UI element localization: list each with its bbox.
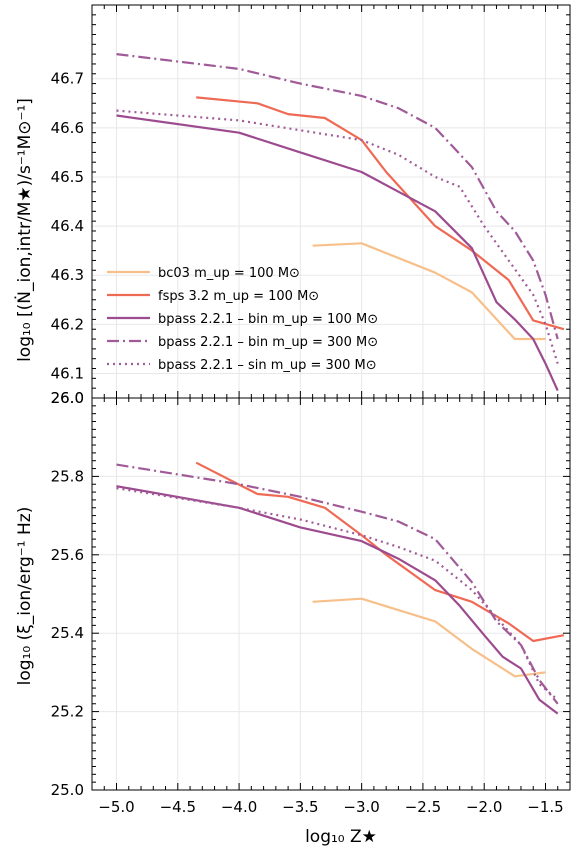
- legend-label: bpass 2.2.1 – bin m_up = 300 M⊙: [158, 335, 378, 350]
- y-tick-label: 46.2: [51, 315, 84, 333]
- x-tick-label: −4.5: [160, 798, 196, 816]
- series-line: [116, 487, 559, 701]
- x-tick-label: −5.0: [98, 798, 134, 816]
- y-tick-label: 25.2: [51, 703, 84, 721]
- y-tick-label: 46.3: [51, 266, 84, 284]
- legend-label: fsps 3.2 m_up = 100 M⊙: [158, 289, 319, 304]
- y-tick-label: 25.0: [51, 781, 84, 799]
- x-tick-label: −3.0: [343, 798, 379, 816]
- series-line: [116, 463, 559, 705]
- top-ylabel: log₁₀ [(Ṅ_ion,intr/M★)/s⁻¹M⊙⁻¹]: [14, 98, 35, 362]
- x-tick-label: −1.5: [527, 798, 563, 816]
- y-tick-label: 26.0: [51, 389, 84, 407]
- series-line: [116, 109, 559, 364]
- y-tick-label: 46.6: [51, 119, 84, 137]
- y-tick-label: 26.0: [51, 389, 84, 407]
- x-tick-label: −3.5: [282, 798, 318, 816]
- y-tick-label: 46.5: [51, 168, 84, 186]
- series-line: [116, 114, 559, 392]
- top-panel: 46.1 46.2 46.3 46.4 46.5 46.6 46.7 26.0 bc03 m_u…: [51, 4, 571, 407]
- series-line: [116, 53, 559, 340]
- series-line: [116, 485, 559, 715]
- bottom-panel: 25.0 25.2 25.4 25.6 25.8 26.0 −5.0 −4.5 −4.0 −3.5…: [51, 389, 571, 816]
- y-tick-label: 25.8: [51, 467, 84, 485]
- series-line: [312, 597, 546, 678]
- y-tick-label: 25.6: [51, 546, 84, 564]
- y-tick-label: 46.7: [51, 70, 84, 88]
- x-tick-label: −2.0: [466, 798, 502, 816]
- legend-label: bc03 m_up = 100 M⊙: [158, 266, 300, 281]
- legend: bc03 m_up = 100 M⊙ fsps 3.2 m_up = 100 M⊙…: [107, 266, 378, 373]
- legend-label: bpass 2.2.1 – bin m_up = 100 M⊙: [158, 312, 378, 327]
- bottom-ylabel: log₁₀ (ξ_ion/erg⁻¹ Hz): [15, 507, 35, 686]
- plot-frame: [91, 397, 571, 791]
- y-tick-label: 25.4: [51, 624, 84, 642]
- series-line: [196, 96, 565, 331]
- y-tick-label: 46.1: [51, 364, 84, 382]
- x-tick-label: −4.0: [221, 798, 257, 816]
- series-line: [312, 242, 546, 341]
- series-line: [195, 461, 565, 643]
- legend-label: bpass 2.2.1 – sin m_up = 300 M⊙: [158, 358, 377, 373]
- y-tick-label: 46.4: [51, 217, 84, 235]
- x-tick-label: −2.5: [405, 798, 441, 816]
- x-axis-label: log₁₀ Z★: [305, 827, 377, 847]
